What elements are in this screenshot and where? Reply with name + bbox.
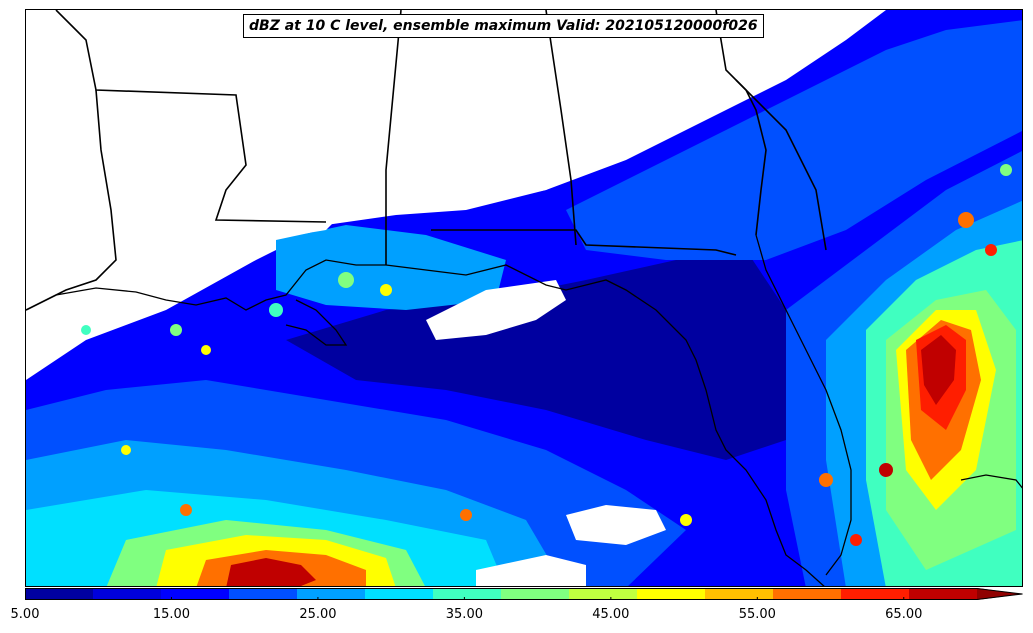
colorbar-tick-label: 55.00	[738, 607, 776, 622]
colorbar-segment	[365, 588, 434, 600]
reflectivity-core-dark	[286, 250, 816, 460]
convective-cell	[180, 504, 192, 516]
colorbar-segment	[773, 588, 842, 600]
colorbar-tick-label: 35.00	[445, 607, 483, 622]
reflectivity-light-coast	[276, 225, 506, 310]
colorbar-tick-label: 45.00	[592, 607, 630, 622]
colorbar-tick-label: 65.00	[885, 607, 923, 622]
colorbar-segment	[705, 588, 774, 600]
convective-cell	[81, 325, 91, 335]
colorbar-segment	[297, 588, 366, 600]
convective-cell	[958, 212, 974, 228]
convective-cell	[879, 463, 893, 477]
no-echo-land-interior	[326, 10, 846, 210]
no-echo-florida-gap	[566, 505, 666, 545]
colorbar-segment	[93, 588, 162, 600]
state-boundaries	[26, 10, 827, 311]
colorbar-segment	[501, 588, 570, 600]
reflectivity-map	[25, 9, 1023, 587]
no-echo-south-edge	[476, 555, 586, 586]
no-echo-gulf-gap	[426, 280, 566, 340]
colorbar-tick-label: 15.00	[152, 607, 191, 622]
convective-cell	[121, 445, 131, 455]
colorbar-segment	[161, 588, 230, 600]
colorbar-segment	[569, 588, 638, 600]
map-canvas	[26, 10, 1022, 586]
convective-cell	[170, 324, 182, 336]
colorbar-segment	[229, 588, 298, 600]
convective-cell	[380, 284, 392, 296]
convective-cell	[985, 244, 997, 256]
coastlines	[26, 234, 1022, 586]
convective-cell	[201, 345, 211, 355]
colorbar-segment	[637, 588, 706, 600]
reflectivity-red-core-southwest	[226, 558, 316, 586]
colorbar-segment	[25, 588, 94, 600]
reflectivity-medium-north-band	[566, 20, 1022, 260]
convective-cell	[819, 473, 833, 487]
colorbar-tick-label: 5.00	[10, 607, 40, 622]
colorbar-segment	[433, 588, 502, 600]
convective-cell	[269, 303, 283, 317]
colorbar-tick-label: 25.00	[299, 607, 337, 622]
colorbar	[25, 588, 1023, 600]
colorbar-segment	[909, 588, 978, 600]
convective-cell	[850, 534, 862, 546]
convective-cell	[460, 509, 472, 521]
convective-cell	[338, 272, 354, 288]
colorbar-segment	[841, 588, 910, 600]
reflectivity-darkred-core-east	[921, 335, 956, 405]
no-echo-land-north	[26, 40, 346, 310]
convective-cell	[680, 514, 692, 526]
map-title: dBZ at 10 C level, ensemble maximum Vali…	[243, 14, 764, 38]
convective-cell	[1000, 164, 1012, 176]
colorbar-extend-arrow	[977, 588, 1023, 600]
